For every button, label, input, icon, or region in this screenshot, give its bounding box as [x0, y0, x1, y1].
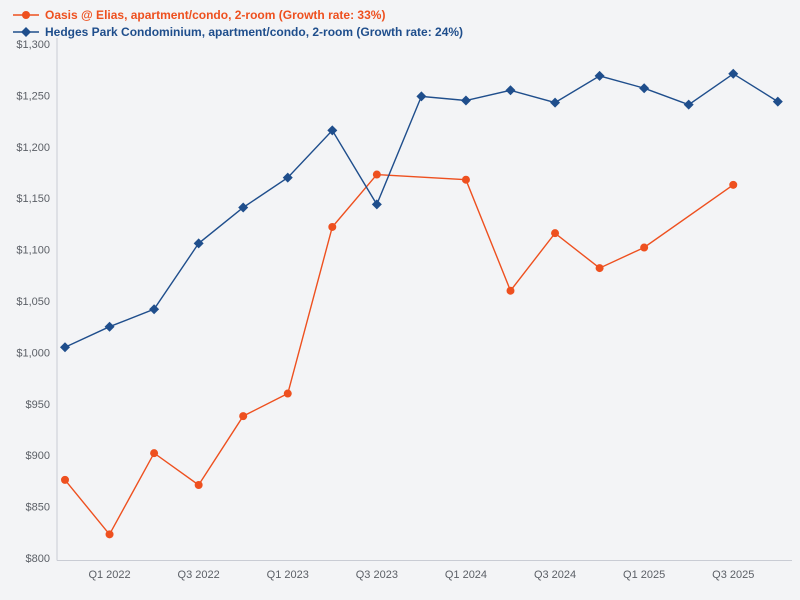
x-tick-label: Q3 2023	[356, 569, 398, 581]
data-point-marker	[283, 389, 292, 398]
data-point-marker	[371, 199, 382, 210]
data-point-marker	[551, 229, 560, 238]
data-point-marker	[683, 99, 694, 110]
y-tick-label: $1,150	[16, 193, 50, 205]
data-point-marker	[238, 202, 249, 213]
x-tick-label: Q1 2022	[88, 569, 130, 581]
data-point-marker	[104, 321, 115, 332]
data-point-marker	[328, 222, 337, 231]
y-tick-label: $1,200	[16, 142, 50, 154]
chart-legend: Oasis @ Elias, apartment/condo, 2-room (…	[12, 6, 463, 40]
legend-item-hedges-park[interactable]: Hedges Park Condominium, apartment/condo…	[12, 23, 463, 40]
data-point-marker	[60, 342, 70, 353]
y-tick-label: $800	[26, 553, 50, 565]
x-tick-label: Q1 2023	[267, 569, 309, 581]
data-point-marker	[594, 70, 605, 81]
data-point-marker	[640, 243, 649, 252]
y-tick-label: $900	[26, 450, 50, 462]
data-point-marker	[772, 96, 783, 107]
y-tick-label: $850	[26, 502, 50, 514]
data-point-marker	[729, 180, 738, 189]
y-tick-label: $1,250	[16, 90, 50, 102]
data-point-marker	[193, 238, 204, 249]
data-point-marker	[149, 304, 160, 315]
y-tick-label: $1,300	[16, 39, 50, 51]
data-point-marker	[282, 172, 293, 183]
x-tick-label: Q1 2024	[445, 569, 487, 581]
y-tick-label: $1,050	[16, 296, 50, 308]
x-tick-label: Q1 2025	[623, 569, 665, 581]
data-point-marker	[639, 83, 650, 94]
y-tick-label: $950	[26, 399, 50, 411]
data-point-marker	[372, 170, 381, 179]
series-line	[64, 72, 779, 348]
data-point-marker	[150, 449, 159, 458]
data-point-marker	[61, 475, 69, 484]
data-point-marker	[416, 91, 427, 102]
legend-label: Oasis @ Elias, apartment/condo, 2-room (…	[45, 7, 386, 22]
series-line	[64, 173, 734, 536]
y-tick-label: $1,100	[16, 245, 50, 257]
data-point-marker	[194, 481, 203, 490]
data-point-marker	[728, 68, 739, 79]
x-tick-label: Q3 2022	[178, 569, 220, 581]
legend-label: Hedges Park Condominium, apartment/condo…	[45, 24, 464, 39]
legend-marker-diamond-icon	[13, 26, 39, 37]
data-point-marker	[461, 175, 470, 184]
data-point-marker	[506, 286, 515, 295]
data-point-marker	[239, 412, 248, 421]
legend-item-oasis-elias[interactable]: Oasis @ Elias, apartment/condo, 2-room (…	[12, 6, 463, 23]
x-tick-label: Q3 2025	[712, 569, 754, 581]
data-point-marker	[595, 264, 604, 273]
x-tick-label: Q3 2024	[534, 569, 576, 581]
data-point-marker	[505, 85, 516, 96]
data-point-marker	[460, 95, 471, 106]
legend-marker-circle-icon	[13, 10, 39, 19]
data-point-marker	[550, 97, 561, 108]
data-point-marker	[105, 530, 114, 539]
y-tick-label: $1,000	[16, 347, 50, 359]
data-point-marker	[327, 125, 338, 136]
